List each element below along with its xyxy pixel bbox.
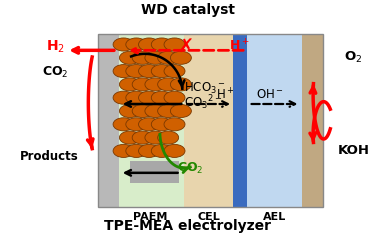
Bar [119, 34, 184, 207]
Circle shape [151, 144, 172, 157]
Circle shape [126, 38, 147, 51]
Circle shape [164, 118, 185, 131]
Circle shape [158, 51, 179, 64]
Circle shape [132, 78, 153, 91]
Bar [98, 34, 323, 207]
Text: O$_2$: O$_2$ [344, 50, 362, 65]
Bar [233, 34, 247, 207]
Circle shape [126, 65, 147, 78]
Circle shape [164, 91, 185, 104]
Text: CEL: CEL [197, 212, 220, 222]
Circle shape [126, 118, 147, 131]
Text: H$^+$: H$^+$ [229, 38, 250, 54]
Text: PAEM: PAEM [133, 212, 168, 222]
Circle shape [151, 91, 172, 104]
Bar [184, 34, 233, 207]
Circle shape [132, 51, 153, 64]
Circle shape [158, 131, 179, 144]
Circle shape [170, 51, 191, 64]
Circle shape [120, 105, 140, 118]
Bar [98, 34, 119, 207]
Circle shape [151, 118, 172, 131]
Text: Products: Products [20, 150, 79, 163]
Circle shape [164, 65, 185, 78]
Circle shape [170, 105, 191, 118]
Bar [247, 34, 302, 207]
Circle shape [120, 131, 140, 144]
Circle shape [132, 131, 153, 144]
Circle shape [164, 38, 185, 51]
Circle shape [145, 78, 166, 91]
Text: ✗: ✗ [178, 37, 194, 56]
Text: CO$_3$$^{2-}$: CO$_3$$^{2-}$ [184, 93, 222, 112]
Text: TPE-MEA electrolyzer: TPE-MEA electrolyzer [105, 219, 271, 233]
Circle shape [138, 65, 159, 78]
Text: H$_2$: H$_2$ [45, 39, 65, 55]
Circle shape [132, 105, 153, 118]
Bar [130, 161, 179, 183]
Circle shape [126, 144, 147, 157]
Circle shape [126, 91, 147, 104]
Circle shape [138, 91, 159, 104]
Circle shape [138, 38, 159, 51]
Text: CO$_2$: CO$_2$ [42, 65, 68, 80]
Circle shape [120, 51, 140, 64]
Circle shape [138, 144, 159, 157]
Circle shape [170, 78, 191, 91]
Text: CO$_2$: CO$_2$ [177, 161, 203, 176]
Circle shape [120, 78, 140, 91]
Bar [302, 34, 323, 207]
Circle shape [151, 65, 172, 78]
Circle shape [113, 38, 134, 51]
Circle shape [145, 131, 166, 144]
Circle shape [158, 78, 179, 91]
Circle shape [113, 144, 134, 157]
Circle shape [113, 118, 134, 131]
Circle shape [145, 51, 166, 64]
Circle shape [158, 105, 179, 118]
Circle shape [151, 38, 172, 51]
Circle shape [138, 118, 159, 131]
Text: HCO$_3$$^-$: HCO$_3$$^-$ [184, 81, 226, 96]
Circle shape [113, 65, 134, 78]
Circle shape [164, 144, 185, 157]
Text: WD catalyst: WD catalyst [141, 3, 235, 17]
Text: AEL: AEL [262, 212, 286, 222]
Text: OH$^-$: OH$^-$ [256, 88, 284, 101]
Text: KOH: KOH [338, 144, 370, 157]
Circle shape [145, 105, 166, 118]
Circle shape [113, 91, 134, 104]
Text: H$^+$: H$^+$ [216, 87, 235, 102]
